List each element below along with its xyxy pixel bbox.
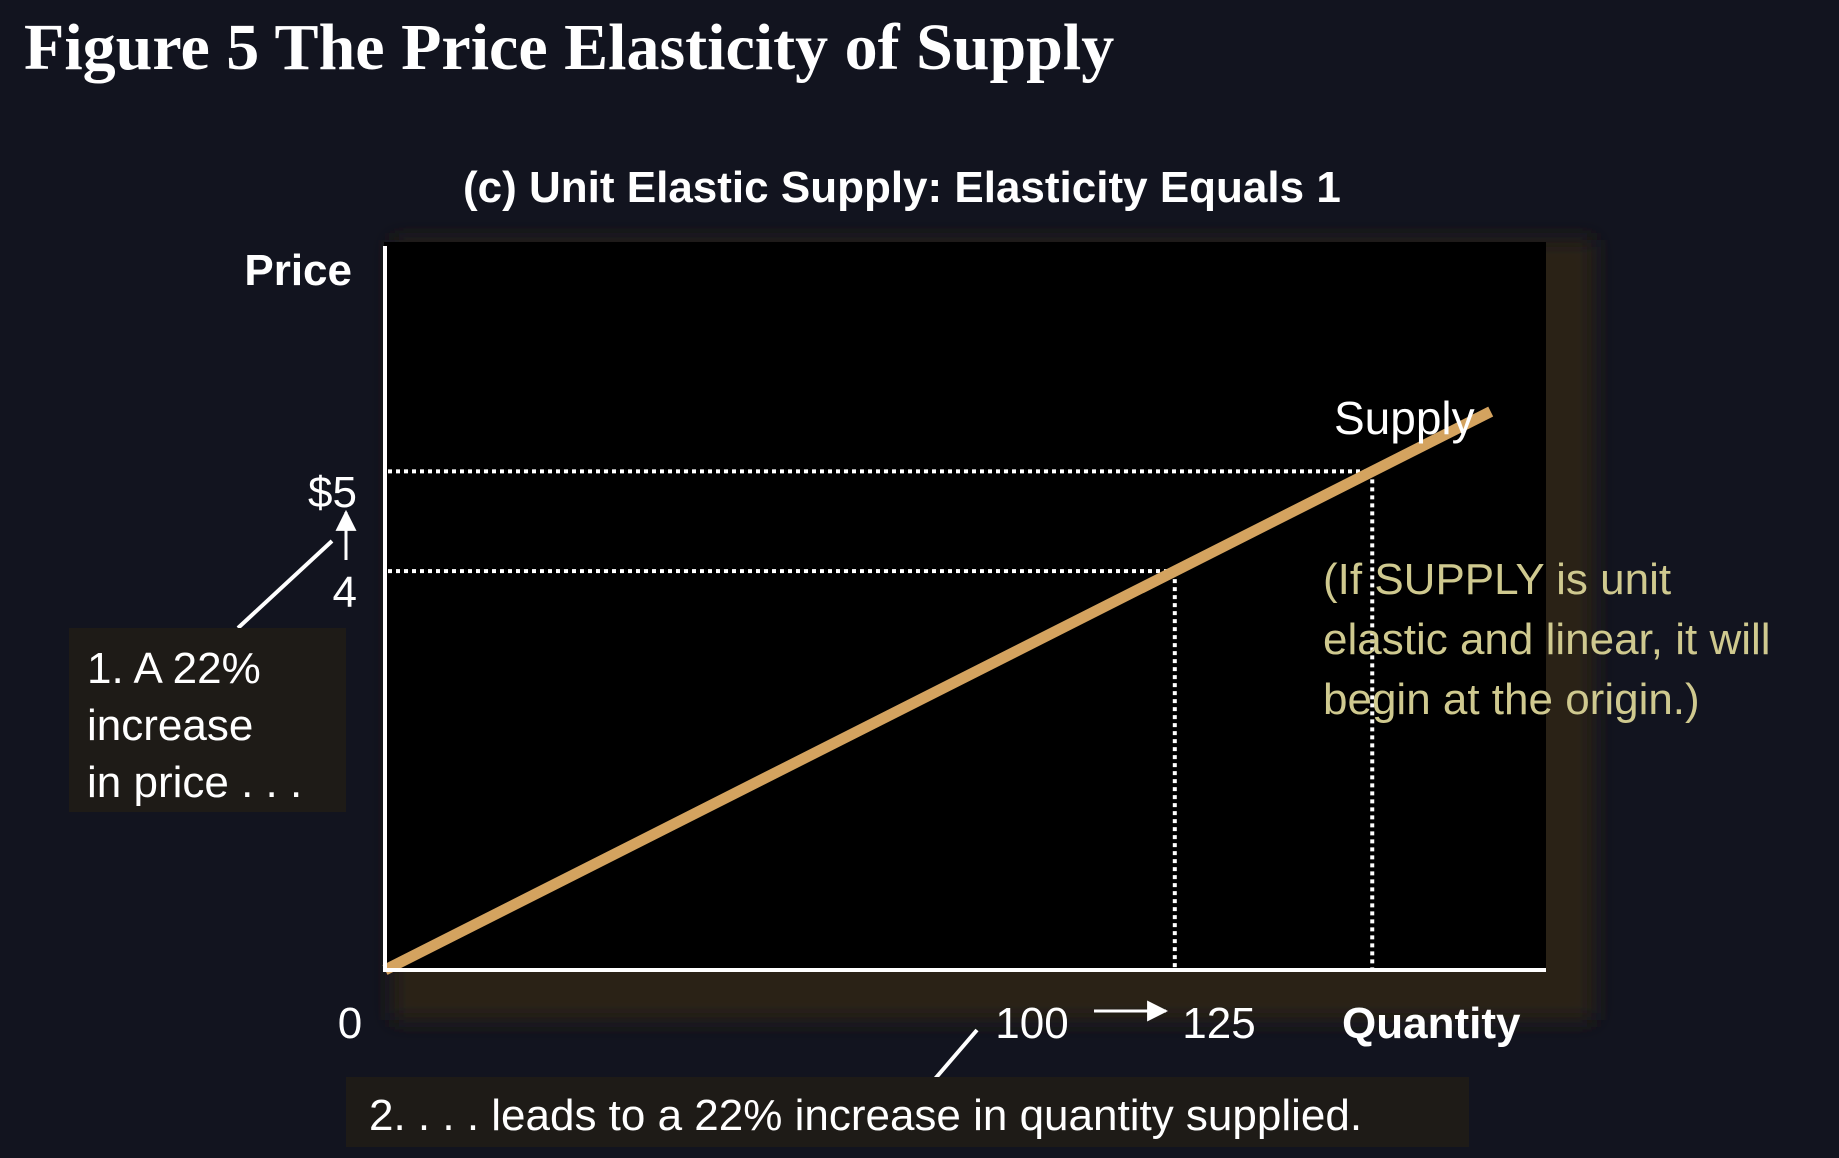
note-line-2: elastic and linear, it will [1323, 615, 1771, 664]
price-callout-line-1: 1. A 22% [87, 644, 261, 693]
price-callout-box [69, 628, 346, 812]
quantity-callout-box [346, 1077, 1469, 1147]
plot-area [384, 242, 1546, 969]
chart-title: (c) Unit Elastic Supply: Elasticity Equa… [463, 163, 1341, 212]
supply-label: Supply [1334, 392, 1475, 444]
slide-title: Figure 5 The Price Elasticity of Supply [24, 11, 1115, 84]
price-callout-pointer [236, 539, 334, 630]
quantity-callout-text: 2. . . . leads to a 22% increase in quan… [369, 1091, 1362, 1140]
x-tick-label-125: 125 [1182, 999, 1255, 1048]
origin-label: 0 [338, 999, 362, 1048]
y-tick-label-4: 4 [333, 568, 357, 617]
x-tick-label-100: 100 [995, 999, 1068, 1048]
y-axis-label: Price [244, 246, 352, 295]
supply-curve [382, 406, 1494, 975]
reference-lines [388, 469, 1375, 968]
x-axis-label: Quantity [1342, 999, 1521, 1048]
quantity-callout-pointer [932, 1028, 979, 1082]
note-line-3: begin at the origin.) [1323, 675, 1700, 724]
y-tick-label-5: $5 [308, 468, 357, 517]
price-callout-text: 1. A 22% increase in price . . . [87, 644, 302, 807]
price-callout-line-3: in price . . . [87, 758, 302, 807]
price-callout-line-2: increase [87, 701, 253, 750]
note-line-1: (If SUPPLY is unit [1323, 555, 1671, 604]
unit-elastic-note: (If SUPPLY is unit elastic and linear, i… [1323, 555, 1783, 724]
